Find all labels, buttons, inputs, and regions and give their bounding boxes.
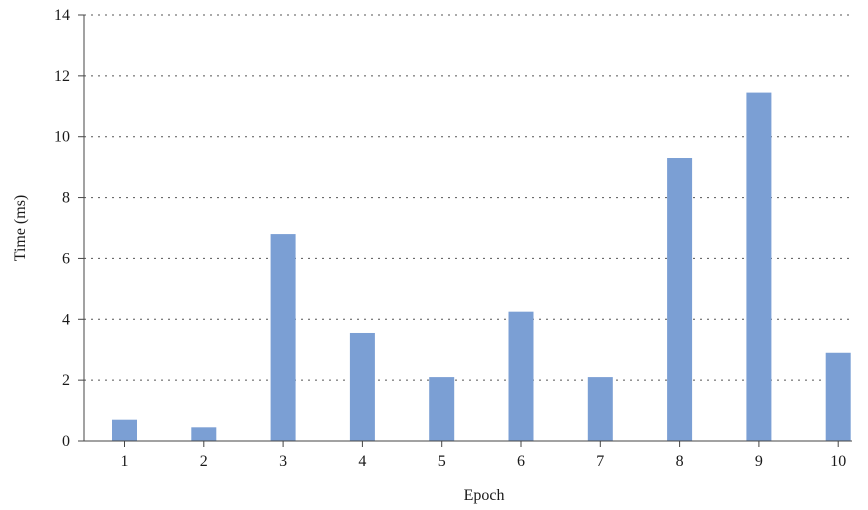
y-tick-label: 12 — [54, 68, 70, 85]
x-tick-label: 5 — [438, 453, 446, 470]
x-tick-label: 3 — [279, 453, 287, 470]
bar — [349, 332, 375, 441]
x-tick-label: 4 — [358, 453, 366, 470]
x-tick-label: 8 — [676, 453, 684, 470]
x-axis-ticks: 1 2 3 4 5 6 7 8 9 10 — [121, 441, 846, 470]
y-tick-label: 2 — [62, 372, 70, 389]
y-tick-label: 14 — [54, 7, 70, 24]
bar — [667, 158, 693, 441]
x-tick-label: 6 — [517, 453, 525, 470]
x-tick-label: 7 — [596, 453, 604, 470]
bar — [508, 311, 534, 441]
bar — [746, 92, 772, 441]
x-tick-label: 9 — [755, 453, 763, 470]
x-tick-label: 2 — [200, 453, 208, 470]
x-tick-label: 1 — [121, 453, 129, 470]
grid-lines — [84, 14, 852, 381]
x-axis-title: Epoch — [464, 487, 505, 504]
y-axis-ticks: 0 2 4 6 8 10 12 14 — [54, 7, 84, 450]
y-tick-label: 6 — [62, 250, 70, 267]
bar — [429, 377, 455, 441]
y-tick-label: 8 — [62, 190, 70, 207]
y-axis-title: Time (ms) — [12, 195, 29, 262]
axes — [83, 15, 852, 442]
bar — [112, 419, 137, 441]
y-tick-label: 4 — [62, 311, 70, 328]
bars — [112, 92, 851, 441]
bar — [825, 352, 851, 441]
x-tick-label: 10 — [830, 453, 846, 470]
bar — [270, 234, 296, 441]
y-tick-label: 10 — [54, 129, 70, 146]
y-tick-label: 0 — [62, 433, 70, 450]
bar — [191, 427, 217, 441]
bar — [587, 377, 613, 441]
